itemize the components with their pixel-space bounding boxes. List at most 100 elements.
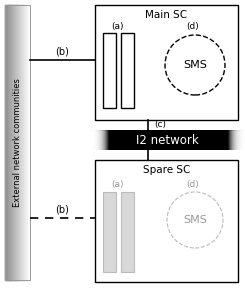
Bar bbox=[93, 130, 94, 150]
Bar bbox=[95, 160, 238, 282]
Bar bbox=[14, 5, 15, 280]
Bar bbox=[121, 33, 134, 108]
Bar bbox=[27, 5, 28, 280]
Bar bbox=[15, 5, 16, 280]
Bar bbox=[26, 5, 27, 280]
Bar bbox=[98, 130, 99, 150]
Text: (d): (d) bbox=[187, 23, 199, 32]
Bar bbox=[103, 192, 116, 272]
Bar bbox=[12, 5, 13, 280]
Bar bbox=[16, 5, 17, 280]
Text: (b): (b) bbox=[56, 47, 69, 57]
Bar bbox=[29, 5, 30, 280]
Bar bbox=[101, 130, 102, 150]
Bar bbox=[20, 5, 21, 280]
Bar bbox=[239, 130, 240, 150]
Text: (b): (b) bbox=[56, 205, 69, 215]
Bar bbox=[15, 5, 16, 280]
Bar bbox=[14, 5, 15, 280]
Text: Main SC: Main SC bbox=[146, 10, 188, 20]
Bar bbox=[231, 130, 232, 150]
Bar bbox=[20, 5, 21, 280]
Bar bbox=[13, 5, 14, 280]
Bar bbox=[94, 130, 95, 150]
Bar bbox=[95, 5, 238, 120]
Bar bbox=[90, 130, 245, 150]
Bar bbox=[28, 5, 29, 280]
Bar bbox=[5, 5, 30, 280]
Bar bbox=[30, 5, 31, 280]
Bar bbox=[235, 130, 236, 150]
Bar bbox=[105, 130, 106, 150]
Bar bbox=[230, 130, 231, 150]
Bar bbox=[25, 5, 26, 280]
Text: Spare SC: Spare SC bbox=[143, 165, 190, 175]
Text: (a): (a) bbox=[111, 23, 123, 32]
Bar bbox=[23, 5, 24, 280]
Bar bbox=[11, 5, 12, 280]
Bar bbox=[104, 130, 105, 150]
Bar bbox=[102, 130, 103, 150]
Bar bbox=[22, 5, 23, 280]
Bar bbox=[95, 130, 96, 150]
Bar bbox=[15, 5, 16, 280]
Text: I2 network: I2 network bbox=[136, 133, 199, 146]
Bar bbox=[12, 5, 13, 280]
Bar bbox=[9, 5, 10, 280]
Bar bbox=[11, 5, 12, 280]
Bar bbox=[14, 5, 15, 280]
Bar bbox=[92, 130, 93, 150]
Bar bbox=[97, 130, 98, 150]
Bar bbox=[121, 192, 134, 272]
Bar bbox=[106, 130, 107, 150]
Text: (c): (c) bbox=[154, 119, 166, 128]
Bar bbox=[11, 5, 12, 280]
Bar bbox=[7, 5, 8, 280]
Bar bbox=[8, 5, 9, 280]
Bar bbox=[22, 5, 23, 280]
Bar bbox=[18, 5, 19, 280]
Bar bbox=[237, 130, 238, 150]
Bar bbox=[99, 130, 100, 150]
Bar bbox=[23, 5, 24, 280]
Bar bbox=[229, 130, 230, 150]
Bar bbox=[13, 5, 14, 280]
Bar bbox=[96, 130, 97, 150]
Bar bbox=[10, 5, 11, 280]
Bar bbox=[26, 5, 27, 280]
Text: External network communities: External network communities bbox=[13, 78, 22, 207]
Bar bbox=[22, 5, 23, 280]
Bar bbox=[12, 5, 13, 280]
Bar bbox=[233, 130, 234, 150]
Bar bbox=[16, 5, 17, 280]
Bar bbox=[240, 130, 241, 150]
Bar bbox=[90, 130, 91, 150]
Bar bbox=[107, 130, 108, 150]
Circle shape bbox=[167, 192, 223, 248]
Bar bbox=[241, 130, 242, 150]
Bar bbox=[10, 5, 11, 280]
Bar bbox=[5, 5, 6, 280]
Bar bbox=[17, 5, 18, 280]
Bar bbox=[103, 130, 104, 150]
Bar bbox=[103, 33, 116, 108]
Bar bbox=[232, 130, 233, 150]
Bar bbox=[234, 130, 235, 150]
Bar bbox=[21, 5, 22, 280]
Bar bbox=[24, 5, 25, 280]
Bar bbox=[17, 5, 18, 280]
Bar bbox=[29, 5, 30, 280]
Bar bbox=[26, 5, 27, 280]
Bar bbox=[6, 5, 7, 280]
Bar bbox=[24, 5, 25, 280]
Bar bbox=[8, 5, 9, 280]
Bar bbox=[7, 5, 8, 280]
Bar bbox=[27, 5, 28, 280]
Bar bbox=[23, 5, 24, 280]
Bar bbox=[13, 5, 14, 280]
Bar bbox=[228, 130, 229, 150]
Bar bbox=[16, 5, 17, 280]
Text: SMS: SMS bbox=[183, 215, 207, 225]
Bar bbox=[19, 5, 20, 280]
Bar bbox=[10, 5, 11, 280]
